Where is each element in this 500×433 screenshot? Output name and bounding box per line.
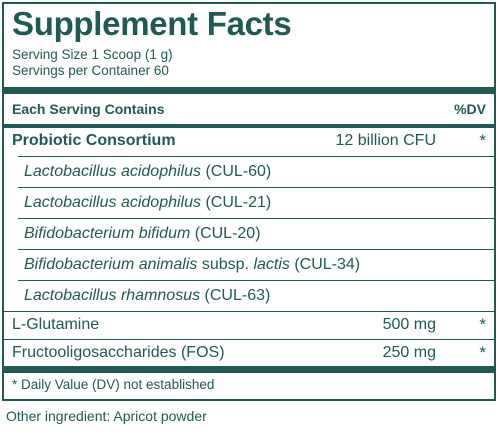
column-header-dv: %DV bbox=[454, 101, 486, 117]
strain-species: Lactobacillus rhamnosus bbox=[24, 287, 201, 304]
nutrient-name: Probiotic Consortium bbox=[12, 132, 176, 149]
nutrient-name: Bifidobacterium bifidum (CUL-20) bbox=[24, 221, 261, 247]
row-divider bbox=[4, 339, 494, 340]
serving-size: Serving Size 1 Scoop (1 g) bbox=[12, 47, 173, 62]
strain-species: Lactobacillus acidophilus bbox=[24, 163, 201, 180]
label-title: Supplement Facts bbox=[12, 5, 292, 42]
nutrient-amount: 12 billion CFU bbox=[335, 132, 436, 149]
nutrient-name: Bifidobacterium animalis subsp. lactis (… bbox=[24, 252, 360, 278]
nutrient-row-strain-cul20: Bifidobacterium bifidum (CUL-20) bbox=[4, 221, 494, 247]
row-divider bbox=[18, 218, 494, 219]
row-divider bbox=[18, 249, 494, 250]
strain-species: Bifidobacterium bifidum bbox=[24, 225, 191, 242]
nutrient-row-strain-cul21: Lactobacillus acidophilus (CUL-21) bbox=[4, 190, 494, 216]
supplement-facts-panel: Supplement Facts Serving Size 1 Scoop (1… bbox=[2, 2, 496, 401]
nutrient-name: L-Glutamine bbox=[12, 316, 100, 333]
nutrient-row-strain-cul34: Bifidobacterium animalis subsp. lactis (… bbox=[4, 252, 494, 278]
divider-thick-top bbox=[4, 87, 494, 94]
strain-code: (CUL-60) bbox=[201, 163, 272, 180]
strain-code: (CUL-20) bbox=[190, 225, 261, 242]
other-ingredients: Other ingredient: Apricot powder bbox=[6, 408, 207, 424]
divider-thick-bottom bbox=[4, 366, 494, 373]
nutrient-dv: * bbox=[479, 315, 486, 334]
servings-per-container: Servings per Container 60 bbox=[12, 63, 169, 78]
nutrient-dv: * bbox=[479, 343, 486, 362]
nutrient-name: Lactobacillus acidophilus (CUL-60) bbox=[24, 159, 271, 185]
strain-subspecies: lactis bbox=[253, 256, 290, 273]
row-divider bbox=[18, 156, 494, 157]
row-divider bbox=[4, 311, 494, 312]
nutrient-row-l-glutamine: L-Glutamine 500 mg * bbox=[4, 312, 494, 338]
nutrient-name: Lactobacillus acidophilus (CUL-21) bbox=[24, 190, 271, 216]
strain-species: Lactobacillus acidophilus bbox=[24, 194, 201, 211]
nutrient-row-probiotic-consortium: Probiotic Consortium 12 billion CFU * bbox=[4, 128, 494, 154]
strain-code: (CUL-34) bbox=[289, 256, 361, 273]
row-divider bbox=[18, 187, 494, 188]
nutrient-row-fos: Fructooligosaccharides (FOS) 250 mg * bbox=[4, 340, 494, 366]
nutrient-amount: 250 mg bbox=[382, 344, 436, 361]
nutrient-amount: 500 mg bbox=[382, 316, 436, 333]
nutrient-row-strain-cul60: Lactobacillus acidophilus (CUL-60) bbox=[4, 159, 494, 185]
strain-code: (CUL-63) bbox=[200, 287, 271, 304]
nutrient-name: Lactobacillus rhamnosus (CUL-63) bbox=[24, 283, 270, 309]
strain-code: (CUL-21) bbox=[201, 194, 272, 211]
strain-species: Bifidobacterium animalis bbox=[24, 256, 198, 273]
row-divider bbox=[18, 280, 494, 281]
divider-thick-header bbox=[4, 124, 494, 128]
nutrient-row-strain-cul63: Lactobacillus rhamnosus (CUL-63) bbox=[4, 283, 494, 309]
strain-subsp: subsp. bbox=[197, 256, 254, 273]
nutrient-dv: * bbox=[479, 131, 486, 150]
nutrient-name: Fructooligosaccharides (FOS) bbox=[12, 344, 225, 361]
daily-value-footnote: * Daily Value (DV) not established bbox=[12, 377, 215, 392]
column-header-contains: Each Serving Contains bbox=[12, 101, 165, 117]
